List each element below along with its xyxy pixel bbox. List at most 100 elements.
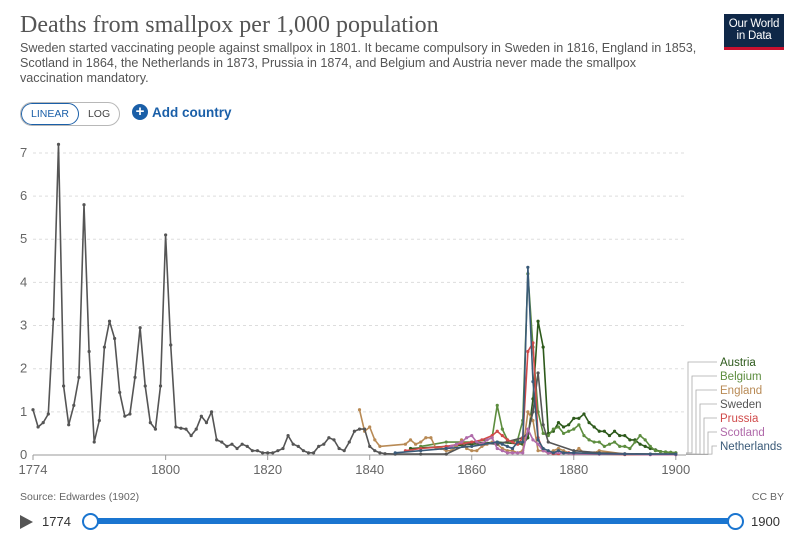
data-point-sweden (153, 427, 158, 431)
data-point-sweden (56, 142, 61, 146)
data-point-sweden (87, 349, 91, 354)
legend-connector (686, 389, 717, 455)
data-point-austria (612, 429, 617, 433)
legend-connector (686, 375, 717, 454)
data-point-scotland (490, 436, 494, 440)
data-point-austria (577, 416, 581, 420)
timeline-end-handle[interactable] (727, 513, 744, 530)
data-point-prussia (500, 433, 504, 438)
data-point-netherlands (536, 438, 540, 442)
data-point-austria (643, 444, 647, 448)
legend-label-sweden: Sweden (720, 399, 762, 411)
data-point-prussia (531, 341, 535, 345)
play-icon[interactable] (20, 515, 33, 529)
data-point-scotland (495, 446, 499, 451)
data-point-netherlands (597, 452, 601, 456)
data-point-netherlands (510, 446, 515, 451)
data-point-belgium (623, 444, 627, 448)
data-point-belgium (602, 444, 606, 448)
data-point-sweden (77, 375, 81, 379)
data-point-england (424, 436, 428, 440)
data-point-scotland (531, 438, 535, 442)
data-point-netherlands (419, 449, 423, 453)
add-country-button[interactable]: + Add country (132, 104, 232, 120)
timeline-start-handle[interactable] (82, 513, 99, 530)
data-point-austria (602, 429, 606, 433)
data-point-belgium (556, 425, 561, 429)
data-point-belgium (551, 427, 555, 431)
data-point-sweden (266, 451, 270, 455)
data-point-england (531, 418, 535, 423)
data-point-prussia (470, 440, 474, 444)
data-point-belgium (643, 438, 647, 442)
data-point-austria (607, 433, 612, 438)
data-point-sweden (291, 442, 295, 446)
data-point-austria (587, 421, 591, 425)
data-point-netherlands (541, 446, 545, 451)
data-point-prussia (526, 349, 530, 354)
timeline-track[interactable] (90, 518, 735, 524)
source-note[interactable]: Source: Edwardes (1902) (20, 491, 140, 503)
data-point-netherlands (444, 446, 448, 451)
data-point-sweden (230, 442, 234, 446)
data-point-sweden (107, 319, 112, 323)
data-point-netherlands (470, 444, 474, 448)
data-point-england (408, 438, 413, 442)
y-tick-label: 0 (20, 447, 27, 462)
data-point-austria (572, 416, 576, 420)
data-point-netherlands (556, 449, 561, 453)
data-point-prussia (495, 429, 499, 433)
data-point-sweden (383, 452, 387, 456)
data-point-scotland (454, 442, 459, 446)
data-point-sweden (240, 442, 244, 446)
data-point-belgium (577, 423, 581, 427)
data-point-netherlands (521, 440, 525, 444)
data-point-austria (597, 429, 601, 433)
data-point-sweden (204, 421, 209, 425)
data-point-austria (526, 436, 530, 440)
data-point-sweden (133, 375, 137, 379)
data-point-sweden (301, 449, 305, 453)
data-point-sweden (72, 403, 76, 407)
data-point-sweden (41, 421, 45, 425)
data-point-scotland (500, 449, 504, 453)
data-point-scotland (475, 440, 479, 444)
add-country-label: Add country (152, 104, 232, 120)
data-point-netherlands (531, 380, 535, 384)
series-line-sweden (32, 143, 676, 455)
data-point-sweden (102, 345, 107, 349)
data-point-sweden (220, 440, 224, 444)
line-chart: 0 1 2 3 4 5 6 7 1774 1800 1820 1840 1860 1880 1900 Aust… (19, 142, 782, 477)
legend-label-netherlands: Netherlands (720, 441, 782, 453)
data-point-sweden (541, 423, 545, 427)
data-point-austria (582, 412, 586, 416)
data-point-scotland (449, 444, 453, 448)
data-point-netherlands (505, 444, 510, 448)
data-point-sweden (67, 423, 71, 427)
data-point-scotland (521, 451, 525, 455)
data-point-sweden (179, 426, 183, 430)
data-point-sweden (546, 440, 550, 444)
data-point-austria (592, 425, 596, 429)
owid-logo[interactable]: Our World in Data (724, 14, 784, 50)
x-tick-label: 1800 (151, 462, 180, 477)
data-point-sweden (276, 449, 280, 453)
license-note[interactable]: CC BY (751, 491, 784, 503)
data-point-netherlands (526, 265, 530, 269)
data-point-belgium (638, 433, 642, 438)
log-scale-button[interactable]: LOG (87, 108, 111, 120)
data-point-austria (561, 425, 566, 429)
legend-label-belgium: Belgium (720, 371, 762, 383)
data-point-england (373, 438, 377, 442)
linear-scale-button[interactable]: LINEAR (21, 103, 79, 125)
data-point-sweden (332, 438, 336, 442)
data-point-sweden (419, 452, 423, 456)
data-point-england (465, 446, 469, 451)
data-point-netherlands (561, 451, 566, 455)
data-point-belgium (582, 433, 586, 438)
data-point-sweden (286, 433, 290, 438)
logo-line2: in Data (736, 30, 772, 42)
data-point-scotland (465, 436, 469, 440)
data-point-sweden (531, 410, 535, 414)
data-point-england (475, 449, 479, 453)
